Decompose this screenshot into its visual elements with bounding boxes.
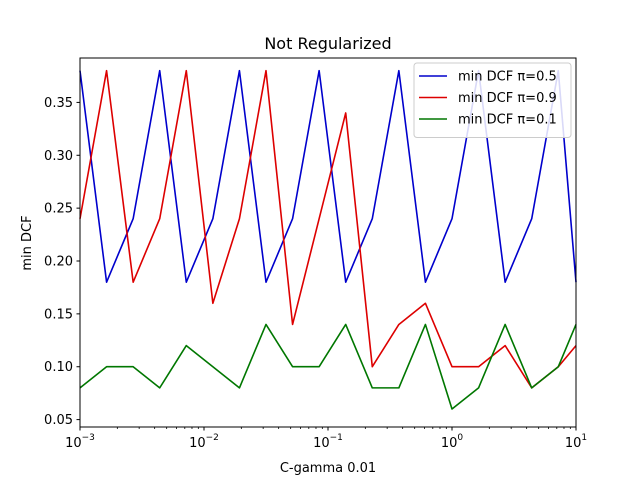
chart-title: Not Regularized — [264, 34, 391, 53]
x-tick-exponent: −3 — [82, 433, 95, 443]
legend-label: min DCF π=0.1 — [458, 113, 557, 128]
y-tick-label: 0.30 — [44, 149, 73, 164]
x-tick-label: 100 — [441, 433, 464, 451]
series-line-2 — [79, 69, 577, 389]
y-tick-label: 0.05 — [44, 413, 73, 428]
x-tick-label: 10−2 — [189, 433, 219, 451]
series-line-3 — [79, 323, 577, 410]
y-tick-label: 0.15 — [44, 307, 73, 322]
x-axis-label: C-gamma 0.01 — [280, 461, 376, 476]
x-tick-base: 10 — [313, 436, 330, 451]
y-tick-label: 0.25 — [44, 202, 73, 217]
x-axis: 10−3 10−2 10−1 100 101 — [65, 427, 587, 451]
x-tick-exponent: −2 — [206, 433, 219, 443]
legend-box — [413, 62, 572, 138]
y-axis: 0.05 0.10 0.15 0.20 0.25 0.30 0.35 — [44, 96, 80, 428]
x-tick-exponent: −1 — [330, 433, 343, 443]
x-tick-label: 10−3 — [65, 433, 95, 451]
x-tick-exponent: 1 — [581, 433, 587, 443]
plot-series-group — [79, 69, 577, 410]
x-tick-label: 10−1 — [313, 433, 343, 451]
legend: min DCF π=0.5 min DCF π=0.9 min DCF π=0.1 — [413, 62, 572, 138]
legend-label: min DCF π=0.9 — [458, 91, 557, 106]
x-tick-base: 10 — [565, 436, 582, 451]
x-tick-base: 10 — [441, 436, 458, 451]
legend-label: min DCF π=0.5 — [458, 70, 557, 85]
x-tick-exponent: 0 — [457, 433, 463, 443]
y-tick-label: 0.10 — [44, 360, 73, 375]
y-axis-label: min DCF — [20, 215, 35, 270]
x-tick-base: 10 — [189, 436, 206, 451]
y-tick-label: 0.35 — [44, 96, 73, 111]
series-line-1 — [79, 69, 577, 283]
x-tick-label: 101 — [565, 433, 587, 451]
x-tick-base: 10 — [65, 436, 82, 451]
y-tick-label: 0.20 — [44, 255, 73, 270]
